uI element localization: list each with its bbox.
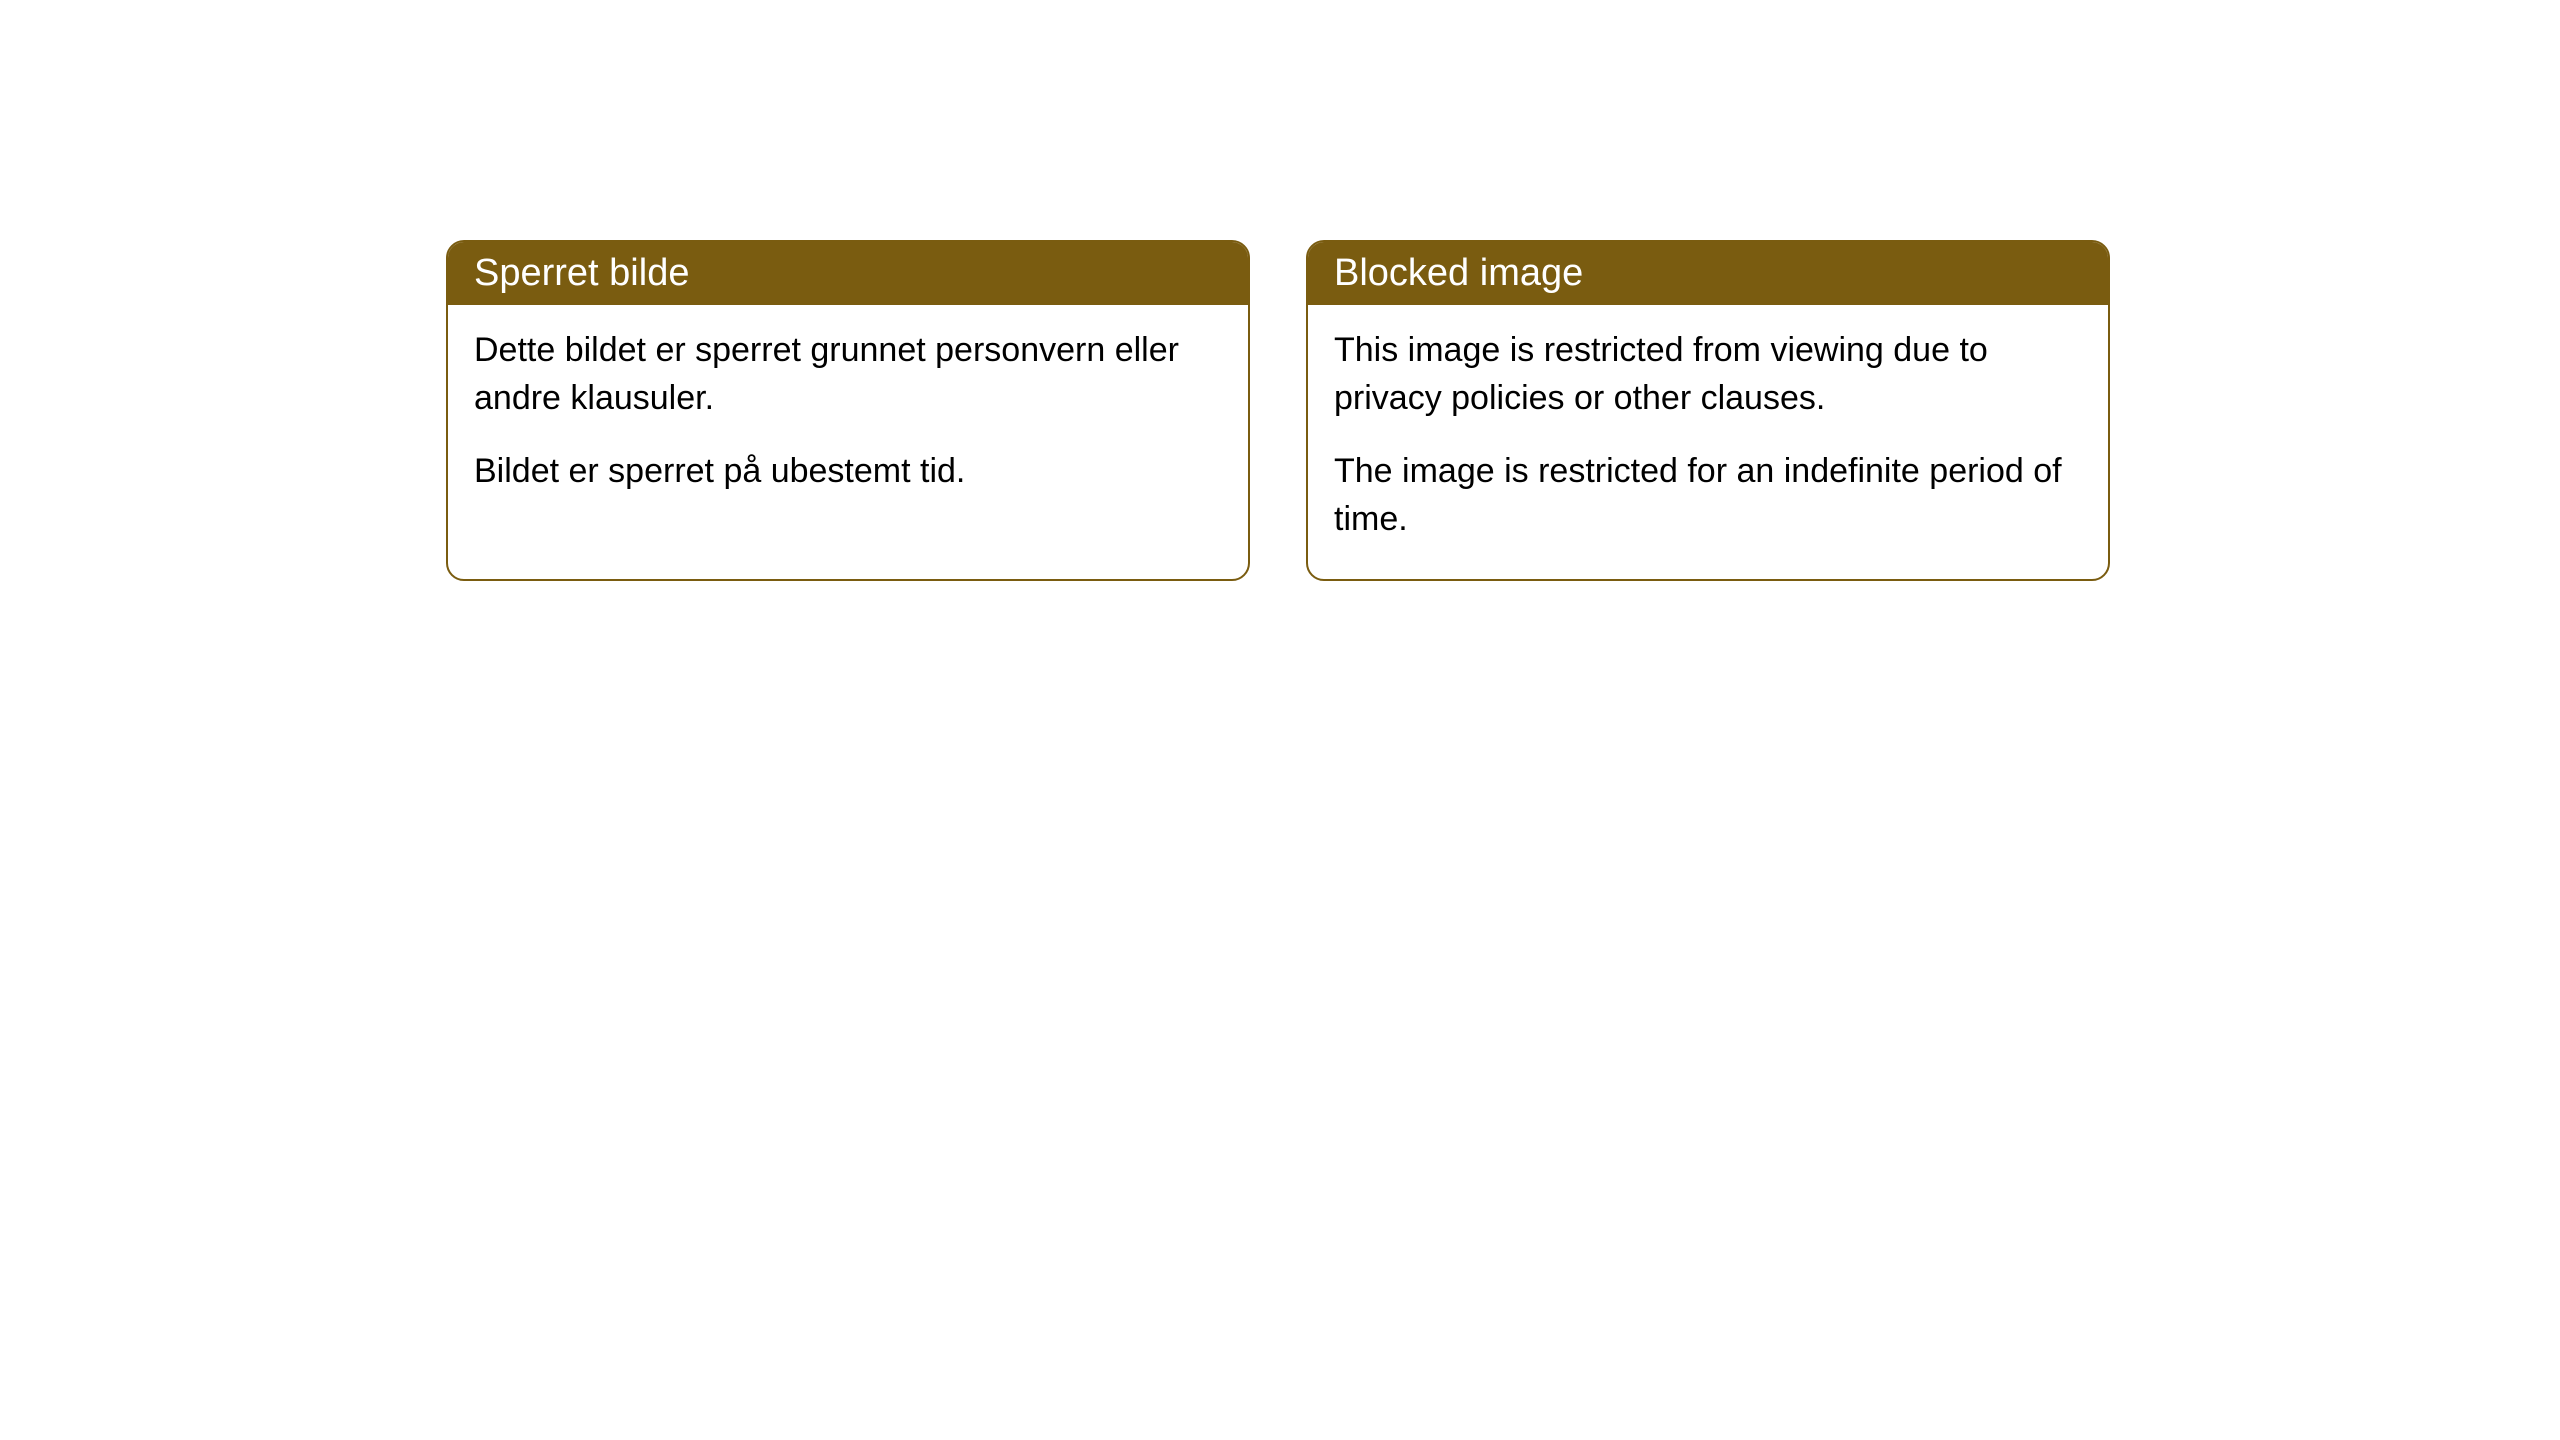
notice-paragraph: Dette bildet er sperret grunnet personve…	[474, 327, 1222, 422]
notice-cards-container: Sperret bilde Dette bildet er sperret gr…	[446, 240, 2110, 581]
notice-card-norwegian: Sperret bilde Dette bildet er sperret gr…	[446, 240, 1250, 581]
notice-paragraph: Bildet er sperret på ubestemt tid.	[474, 448, 1222, 496]
notice-card-body: This image is restricted from viewing du…	[1308, 305, 2108, 579]
notice-card-header: Blocked image	[1308, 242, 2108, 305]
notice-card-body: Dette bildet er sperret grunnet personve…	[448, 305, 1248, 532]
notice-card-english: Blocked image This image is restricted f…	[1306, 240, 2110, 581]
notice-paragraph: This image is restricted from viewing du…	[1334, 327, 2082, 422]
notice-card-header: Sperret bilde	[448, 242, 1248, 305]
notice-paragraph: The image is restricted for an indefinit…	[1334, 448, 2082, 543]
